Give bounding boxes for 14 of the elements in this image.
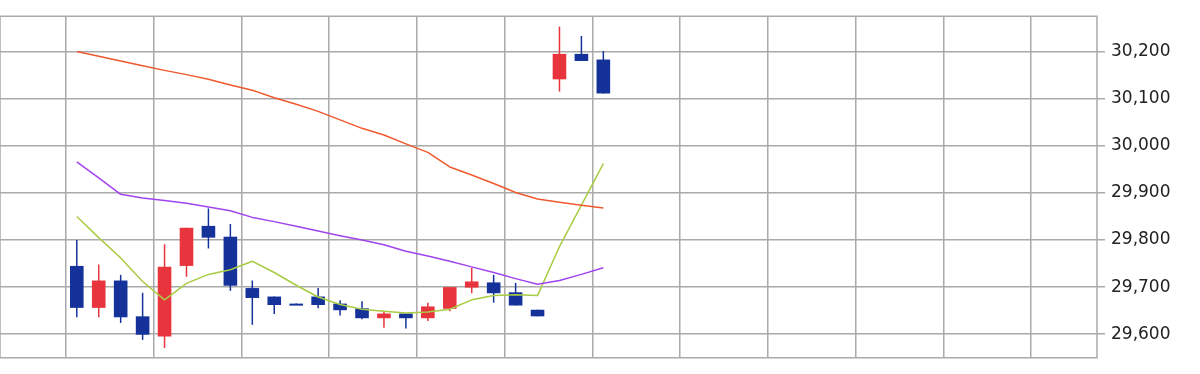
y-tick-label: 29,800 [1111,228,1171,249]
candlestick [442,286,457,312]
candlestick [486,274,501,304]
candlestick [574,35,589,62]
y-tick-label: 29,900 [1111,181,1171,202]
y-tick-label: 30,200 [1111,39,1171,60]
y-tick-label: 30,000 [1111,134,1171,155]
candlestick [245,279,260,326]
y-tick-label: 29,700 [1111,275,1171,296]
candlestick [464,267,479,294]
candlestick [201,207,216,250]
y-tick-label: 30,100 [1111,87,1171,108]
y-tick-label: 29,600 [1111,322,1171,343]
candlestick [135,292,150,341]
